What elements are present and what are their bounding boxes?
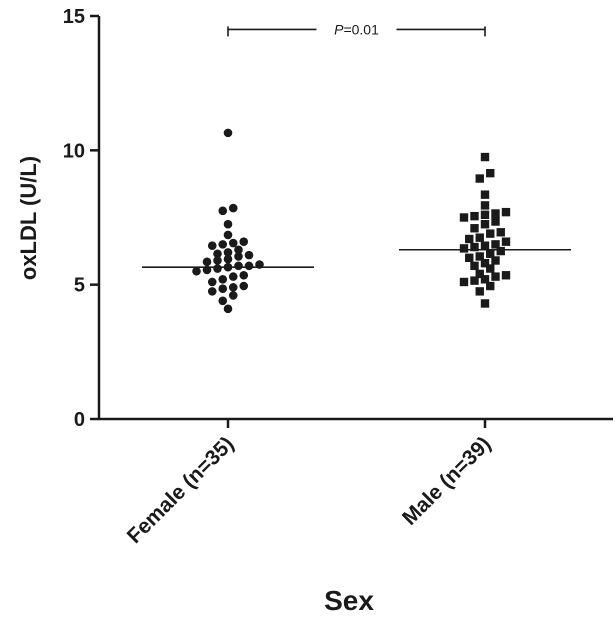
- male-point: [491, 240, 500, 249]
- male-point: [480, 201, 490, 210]
- male-point: [470, 224, 479, 233]
- female-point: [228, 291, 238, 300]
- female-point: [207, 287, 217, 296]
- female-point: [239, 281, 249, 291]
- male-point: [496, 246, 505, 256]
- median-lines: [142, 248, 571, 269]
- female-point: [218, 274, 228, 284]
- male-point: [475, 174, 484, 183]
- male-point: [470, 276, 479, 285]
- male-point: [475, 287, 484, 296]
- x-tick-label: Female (n=35): [123, 432, 239, 548]
- male-point: [459, 277, 469, 287]
- female-point: [218, 206, 228, 216]
- female-point: [239, 237, 249, 246]
- male-point: [486, 264, 495, 273]
- y-tick-label: 10: [63, 140, 85, 162]
- female-point: [202, 257, 212, 267]
- female-point: [218, 284, 228, 293]
- male-point: [501, 237, 511, 246]
- female-point: [218, 296, 228, 306]
- y-ticks: 0 5 10 15: [63, 6, 99, 431]
- female-point: [244, 261, 254, 271]
- male-point: [475, 233, 484, 242]
- male-point: [486, 229, 495, 238]
- female-point: [234, 261, 243, 271]
- x-ticks: Female (n=35) Male (n=39): [123, 419, 496, 548]
- female-point: [213, 264, 222, 273]
- female-point: [223, 230, 233, 240]
- male-point: [480, 220, 490, 229]
- female-point: [223, 304, 233, 314]
- p-value-label: P=0.01: [334, 21, 379, 37]
- y-tick-label: 0: [74, 409, 85, 431]
- male-point: [480, 152, 490, 162]
- male-point: [480, 299, 490, 308]
- male-point: [486, 249, 495, 258]
- female-point: [228, 283, 238, 292]
- male-point: [480, 275, 490, 284]
- axes: [97, 16, 613, 421]
- female-point: [213, 256, 222, 265]
- female-point: [223, 128, 233, 138]
- female-point: [228, 203, 238, 213]
- male-point: [491, 217, 500, 226]
- female-point: [192, 266, 201, 276]
- male-point: [470, 211, 479, 221]
- female-point: [223, 254, 233, 264]
- female-point: [207, 277, 217, 287]
- female-point: [223, 248, 233, 257]
- male-point: [496, 228, 505, 237]
- male-point: [491, 256, 500, 265]
- female-point: [207, 241, 217, 251]
- male-point: [470, 242, 479, 252]
- y-tick-label: 15: [63, 6, 85, 28]
- male-point: [480, 190, 490, 199]
- x-tick-label: Male (n=39): [398, 432, 496, 530]
- female-point: [234, 245, 243, 255]
- female-point: [223, 219, 233, 229]
- male-point: [459, 213, 469, 222]
- y-axis-title: oxLDL (U/L): [16, 156, 41, 280]
- male-point: [475, 269, 484, 279]
- male-point: [459, 244, 469, 253]
- male-point: [475, 252, 484, 261]
- male-point: [465, 253, 474, 262]
- female-point: [239, 270, 249, 280]
- male-point: [501, 207, 511, 217]
- male-point: [491, 209, 500, 218]
- male-point: [491, 272, 500, 281]
- male-point: [501, 271, 511, 280]
- y-tick-label: 5: [74, 275, 85, 297]
- female-point: [228, 238, 238, 248]
- male-point: [470, 261, 479, 271]
- male-point: [480, 210, 490, 220]
- male-point: [480, 241, 490, 250]
- male-point: [480, 258, 490, 268]
- female-point: [218, 240, 228, 249]
- female-point: [228, 272, 238, 281]
- data-points: [192, 128, 511, 314]
- female-point: [244, 250, 254, 260]
- x-axis-title: Sex: [324, 585, 374, 616]
- significance-annotation: P=0.01: [227, 21, 486, 37]
- female-point: [213, 249, 222, 259]
- male-point: [486, 168, 495, 178]
- male-point: [465, 234, 474, 244]
- female-point: [234, 252, 243, 261]
- male-point: [486, 281, 495, 291]
